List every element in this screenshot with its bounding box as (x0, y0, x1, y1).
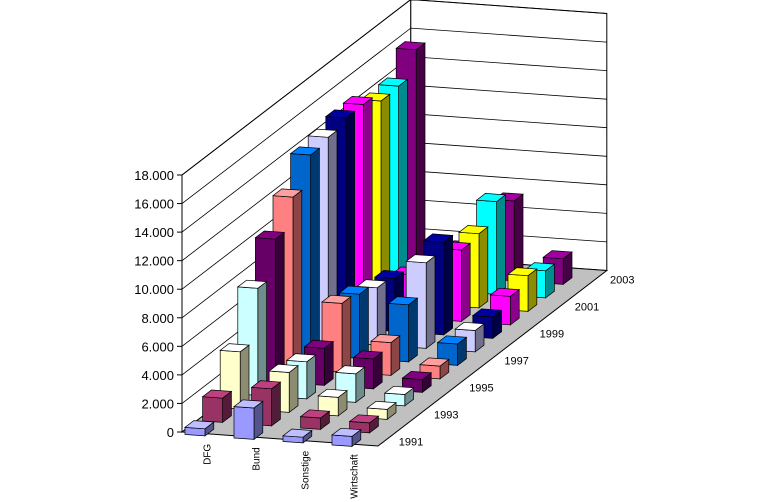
depth-label: 1997 (504, 355, 528, 367)
bar (334, 365, 366, 404)
bar (201, 389, 233, 424)
chart-bars (184, 41, 573, 448)
category-label: Wirtschaft (350, 454, 361, 499)
bar (219, 343, 250, 410)
bar (233, 399, 264, 441)
gridline (181, 27, 607, 204)
y-tick-label: 18.000 (134, 168, 174, 183)
y-tick-label: 16.000 (134, 197, 174, 212)
category-label: Bund (252, 447, 263, 470)
bar (331, 427, 362, 448)
y-tick-label: 4.000 (141, 368, 174, 383)
chart-labels: 0 2.000 4.000 6.000 8.000 10.000 12.000 14.000 1… (134, 168, 634, 499)
bar (184, 420, 215, 437)
bar (282, 428, 313, 444)
gridline (181, 0, 607, 176)
y-tick-label: 6.000 (141, 339, 174, 354)
depth-label: 2001 (575, 301, 599, 313)
category-label: Sonstige (301, 450, 312, 489)
y-tick-label: 2.000 (141, 396, 174, 411)
y-tick-label: 12.000 (134, 254, 174, 269)
y-tick-label: 0 (167, 425, 174, 440)
bar (387, 296, 419, 363)
y-tick-label: 14.000 (134, 225, 174, 240)
y-tick-label: 8.000 (141, 311, 174, 326)
bar (419, 357, 450, 380)
depth-label: 1995 (469, 382, 493, 394)
depth-label: 1993 (434, 409, 458, 421)
y-tick-label: 10.000 (134, 282, 174, 297)
depth-label: 1999 (540, 328, 564, 340)
bar (366, 400, 397, 421)
bar (383, 385, 415, 407)
depth-label: 2003 (610, 274, 634, 286)
depth-label: 1991 (399, 436, 423, 448)
bar (299, 409, 331, 431)
category-label: DFG (203, 444, 214, 465)
